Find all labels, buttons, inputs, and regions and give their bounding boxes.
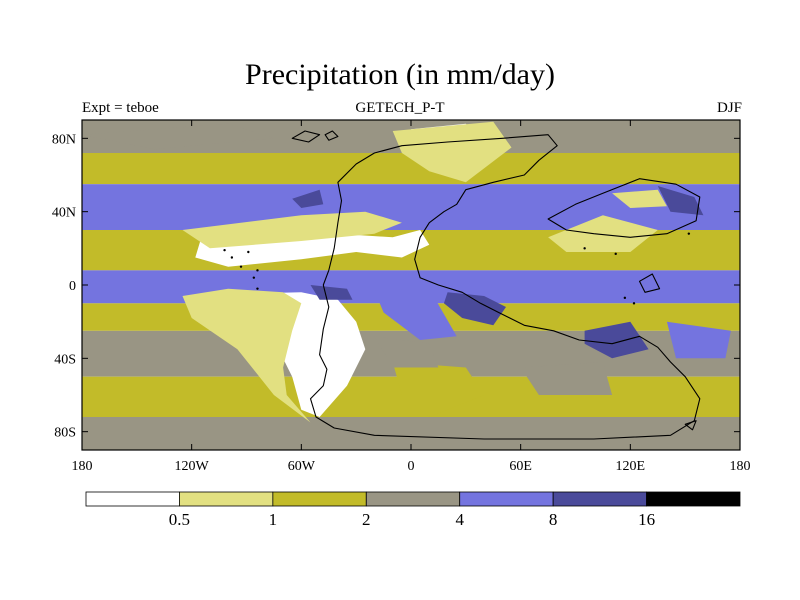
x-tick-label-0: 180 [72,459,93,474]
x-tick-label-6: 180 [730,459,751,474]
island-dot-7 [583,247,586,250]
island-dot-11 [632,302,636,305]
precip-region-14 [374,288,457,340]
x-tick-label-1: 120W [175,459,210,474]
precip-region-10 [657,186,704,216]
map-axes: 180 120W 60W 0 60E 120E 180 80N 40N 0 40S 80S [52,120,751,474]
precip-region-19 [82,123,274,150]
island-dot-8 [614,252,617,256]
colorbar: 0.5 1 2 4 8 16 [85,491,741,529]
y-tick-label-0: 80N [52,132,76,147]
precip-region-15 [392,362,485,417]
coastline-north-islet [324,130,339,141]
colorbar-swatch-5 [552,491,647,507]
coastline-asia-block [547,178,701,238]
coastline-supercontinent [309,134,701,440]
colorbar-label-4: 8 [549,510,558,529]
colorbar-swatch-1 [179,491,274,507]
island-dot-2 [239,265,243,268]
colorbar-label-1: 1 [269,510,278,529]
coastline-east-islet [638,273,661,293]
precip-region-13 [310,285,353,300]
island-dot-4 [252,276,256,279]
y-tick-label-1: 40N [52,206,76,221]
precip-region-3 [182,288,311,423]
colorbar-label-0: 0.5 [169,510,190,529]
colorbar-swatch-4 [459,491,554,507]
precip-region-1 [182,211,402,249]
map-plot-area [82,120,740,450]
colorbar-swatch-2 [272,491,367,507]
y-tick-label-2: 0 [69,279,76,294]
colorbar-label-3: 4 [455,510,464,529]
y-tick-label-4: 80S [54,426,76,441]
colorbar-label-5: 16 [638,510,655,529]
x-tick-label-3: 0 [408,459,415,474]
island-dot-0 [223,248,226,252]
colorbar-swatch-3 [365,491,461,507]
precip-region-16 [374,336,439,368]
y-tick-label-3: 40S [54,352,76,367]
precip-region-18 [666,321,731,359]
x-tick-label-2: 60W [288,459,316,474]
precip-region-7 [548,215,658,252]
precip-region-2 [191,292,366,417]
precip-region-11 [584,321,649,359]
island-dot-3 [256,269,259,272]
island-dot-10 [623,296,627,300]
colorbar-swatch-0 [85,491,180,507]
island-dot-9 [687,232,691,235]
coastline-south-islet [684,420,697,431]
colorbar-label-2: 2 [362,510,371,529]
chart-title: Precipitation (in mm/day) [245,58,555,91]
precip-region-9 [443,292,506,326]
precip-region-5 [392,121,512,183]
x-tick-label-5: 120E [616,459,646,474]
precip-region-12 [292,189,324,208]
precip-region-8 [612,189,667,208]
island-dot-1 [230,256,234,259]
island-dot-6 [247,250,250,254]
source-label: GETECH_P-T [355,100,445,116]
colorbar-swatch-6 [646,491,741,507]
x-tick-label-4: 60E [509,459,532,474]
precip-region-17 [520,362,613,395]
season-label: DJF [716,100,742,116]
coastline-north-island [291,130,321,143]
island-dot-5 [256,287,259,290]
experiment-label: Expt = teboe [82,100,159,116]
